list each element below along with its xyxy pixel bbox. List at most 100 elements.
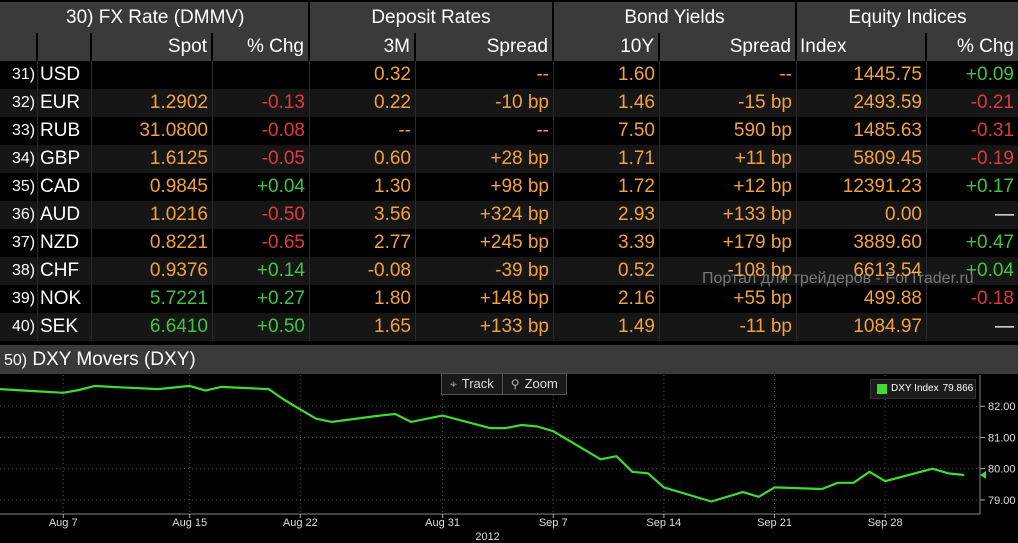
col-header-ccy [38,33,92,61]
bond-10y: 1.49 [554,313,660,341]
deposit-3m: 0.32 [310,61,416,89]
equity-index: 0.00 [797,201,927,229]
x-tick-label: Sep 7 [539,517,568,529]
col-header-10y[interactable]: 10Y [554,33,660,61]
bond-spread: +133 bp [660,201,797,229]
table-row[interactable]: 39) NOK 5.7221 +0.27 1.80 +148 bp 2.16 +55 bp 49… [0,285,1018,313]
track-label: Track [461,376,494,391]
spot-value: 5.7221 [92,285,213,313]
last-value-marker [980,470,986,479]
col-header-deposit-spread[interactable]: Spread [416,33,554,61]
equity-index: 12391.23 [797,173,927,201]
row-number: 32) [0,89,38,117]
table-row[interactable]: 40) SEK 6.6410 +0.50 1.65 +133 bp 1.49 -11 bp 10… [0,313,1018,341]
bond-spread: -- [660,61,797,89]
col-header-spot-chg[interactable]: % Chg [213,33,310,61]
bond-spread: +55 bp [660,285,797,313]
x-tick-label: Aug 15 [172,517,207,529]
index-change: -0.19 [970,148,1014,169]
group-header-equity[interactable]: Equity Indices [797,2,1018,33]
spot-change: -0.50 [213,201,310,229]
deposit-spread: -- [416,117,554,145]
deposit-3m: 0.22 [310,89,416,117]
index-change: +0.17 [965,176,1014,197]
panel-title-text: DXY Movers (DXY) [32,349,196,370]
row-number: 36) [0,201,38,229]
x-tick-label: Aug 31 [425,517,460,529]
dxy-chart-svg[interactable]: 82.00 81.00 80.00 79.00 Aug 7 Aug 15 Aug 22 Aug… [0,375,1018,543]
legend-series-name: DXY Index [891,383,939,394]
bond-spread: -108 bp [660,257,797,285]
group-header-fx[interactable]: 30) FX Rate (DMMV) [0,2,310,33]
panel-number: 50) [4,352,28,369]
group-header-bond[interactable]: Bond Yields [554,2,797,33]
index-change: -0.18 [970,288,1014,309]
row-number: 34) [0,145,38,173]
bond-10y: 2.16 [554,285,660,313]
spot-value: 1.2902 [92,89,213,117]
currency-code: CHF [38,257,92,285]
bond-10y: 1.71 [554,145,660,173]
table-row[interactable]: 31) USD 0.32 -- 1.60 -- 1445.75 +0.09 [0,61,1018,89]
equity-index: 1485.63 [797,117,927,145]
spot-change: +0.04 [213,173,310,201]
spot-value: 0.9376 [92,257,213,285]
currency-code: SEK [38,313,92,341]
spot-value [92,61,213,89]
y-tick-label: 82.00 [988,401,1016,413]
col-header-index[interactable]: Index [797,33,927,61]
currency-code: CAD [38,173,92,201]
deposit-3m: 3.56 [310,201,416,229]
table-row[interactable]: 35) CAD 0.9845 +0.04 1.30 +98 bp 1.72 +12 bp 123… [0,173,1018,201]
dxy-chart[interactable]: 82.00 81.00 80.00 79.00 Aug 7 Aug 15 Aug 22 Aug… [0,375,1018,543]
table-row[interactable]: 34) GBP 1.6125 -0.05 0.60 +28 bp 1.71 +11 bp 580… [0,145,1018,173]
table-row[interactable]: 37) NZD 0.8221 -0.65 2.77 +245 bp 3.39 +179 bp 3… [0,229,1018,257]
equity-index: 1445.75 [797,61,927,89]
chart-background [0,375,1018,543]
x-tick-label: Sep 28 [868,517,903,529]
spot-value: 0.9845 [92,173,213,201]
col-header-bond-spread[interactable]: Spread [660,33,797,61]
magnifier-icon: ⚲ [510,377,520,391]
index-change: +0.09 [965,64,1014,85]
chart-legend[interactable]: DXY Index 79.866 [870,379,976,399]
bond-10y: 2.93 [554,201,660,229]
bond-spread: -11 bp [660,313,797,341]
x-year-label: 2012 [475,531,499,543]
equity-index: 6613.54 [797,257,927,285]
deposit-3m: 1.80 [310,285,416,313]
spot-change: -0.08 [213,117,310,145]
bond-10y: 1.60 [554,61,660,89]
equity-index: 2493.59 [797,89,927,117]
zoom-button[interactable]: ⚲ Zoom [501,374,566,394]
deposit-spread: +148 bp [416,285,554,313]
legend-swatch [877,384,887,394]
currency-code: NOK [38,285,92,313]
table-row[interactable]: 36) AUD 1.0216 -0.50 3.56 +324 bp 2.93 +133 bp 0… [0,201,1018,229]
spot-change: +0.27 [213,285,310,313]
col-header-spot[interactable]: Spot [92,33,213,61]
currency-code: USD [38,61,92,89]
y-tick-label: 81.00 [988,432,1016,444]
col-header-3m[interactable]: 3M [310,33,416,61]
bond-10y: 1.72 [554,173,660,201]
deposit-spread: +28 bp [416,145,554,173]
equity-index: 499.88 [797,285,927,313]
equity-index: 1084.97 [797,313,927,341]
equity-index: 3889.60 [797,229,927,257]
group-header-deposit[interactable]: Deposit Rates [310,2,554,33]
spot-value: 0.8221 [92,229,213,257]
row-number: 35) [0,173,38,201]
spot-value: 1.0216 [92,201,213,229]
track-button[interactable]: ⌖ Track [442,374,502,394]
bond-spread: +179 bp [660,229,797,257]
table-row[interactable]: 38) CHF 0.9376 +0.14 -0.08 -39 bp 0.52 -108 bp 6… [0,257,1018,285]
chart-panel-title[interactable]: 50) DXY Movers (DXY) [0,345,1018,374]
table-row[interactable]: 33) RUB 31.0800 -0.08 -- -- 7.50 590 bp 1485.63-… [0,117,1018,145]
table-row[interactable]: 32) EUR 1.2902 -0.13 0.22 -10 bp 1.46 -15 bp 249… [0,89,1018,117]
index-change: +0.47 [965,232,1014,253]
col-header-index-chg[interactable]: % Chg [927,33,1018,61]
x-tick-label: Sep 21 [757,517,792,529]
watermark-text: Портал для трейдеров - ForTrader.ru [702,270,974,287]
bond-spread: -15 bp [660,89,797,117]
